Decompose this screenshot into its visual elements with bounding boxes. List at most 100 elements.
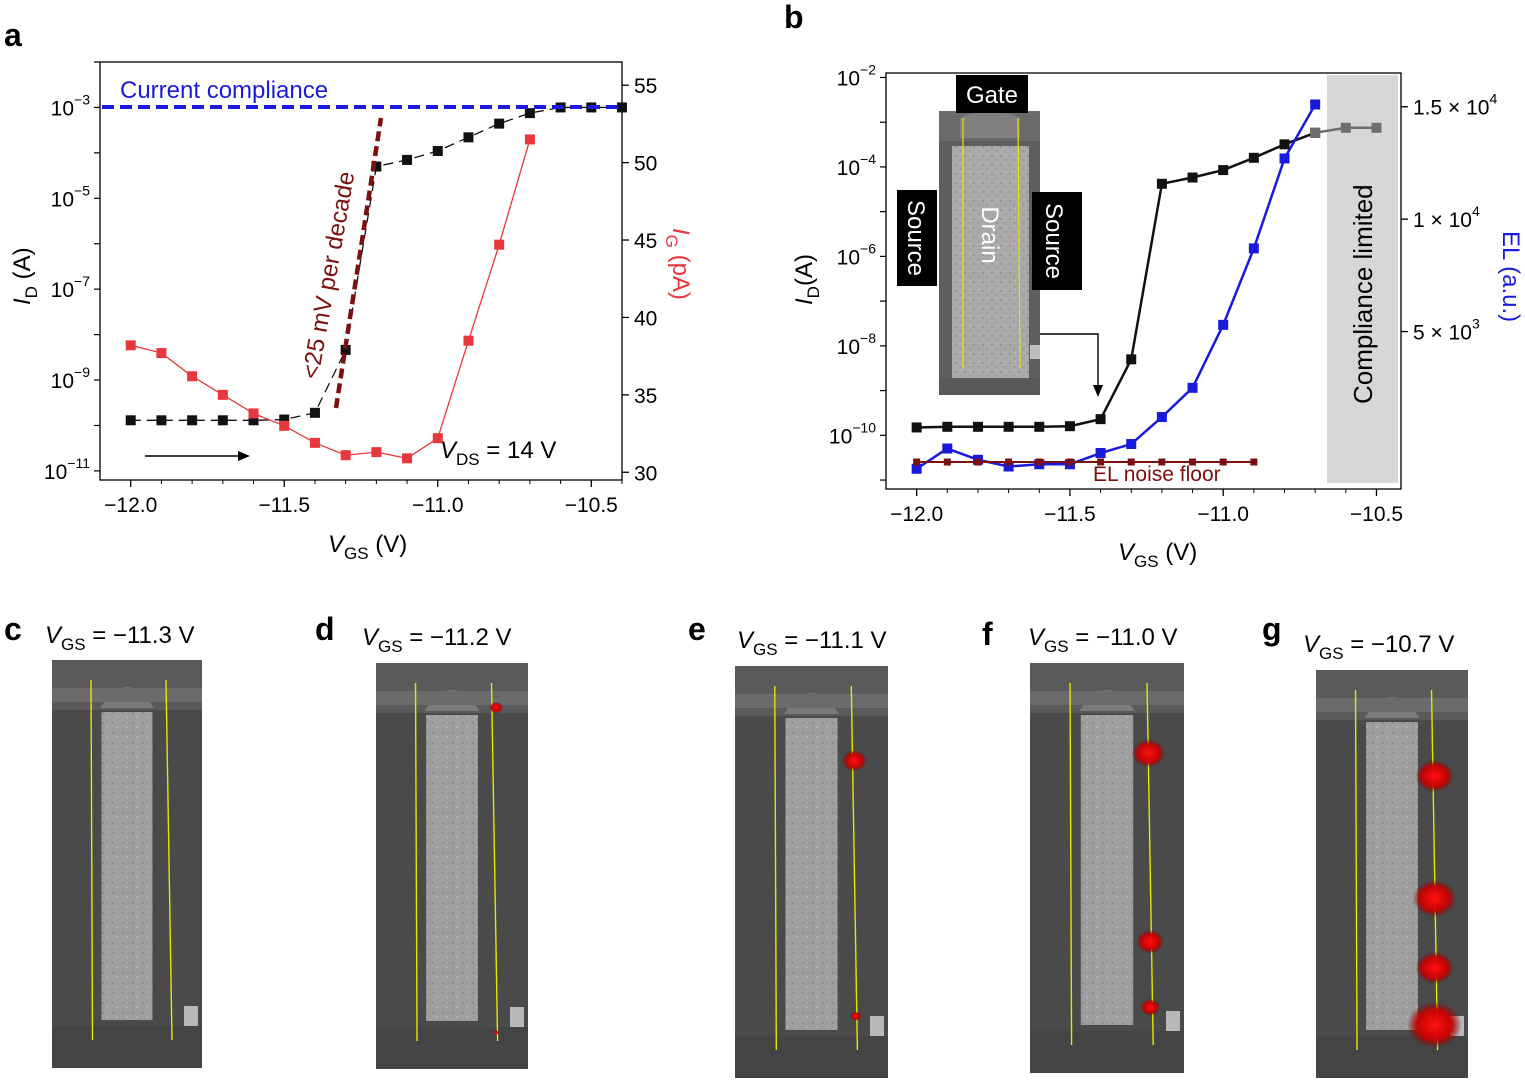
- channel-edge-right: [165, 679, 173, 1041]
- b-data-point: [1340, 122, 1351, 133]
- panel-letter-c: c: [4, 611, 22, 647]
- panel-a-chart: a −12.0 −11.5 −11.0 −10.5 10−11 10−9 10−7 10−5 1…: [4, 17, 694, 563]
- panel-a-y-right-label: IG (pA): [662, 228, 694, 300]
- emission-hotspot: [493, 1030, 499, 1035]
- panel-b-x-axis-label: VGS (V): [1118, 539, 1197, 571]
- emission-hotspot: [1140, 999, 1160, 1016]
- a-data-point: [463, 132, 474, 143]
- bottom-contact: [1030, 1031, 1184, 1073]
- b-data-point: [1003, 461, 1014, 472]
- b-data-point: [1187, 172, 1198, 183]
- a-data-point: [524, 108, 535, 119]
- a-data-point: [617, 102, 627, 113]
- a-data-point: [402, 154, 413, 165]
- gate-band: [1316, 698, 1468, 712]
- b-data-point: [913, 458, 921, 466]
- b-data-point: [1095, 414, 1106, 425]
- channel-edge-right: [1430, 689, 1439, 1051]
- emission-hotspot: [1131, 739, 1166, 768]
- channel-edge-right: [850, 685, 859, 1051]
- a-data-point: [125, 415, 136, 426]
- b-data-point: [911, 422, 922, 433]
- panel-d-vgs-label: VGS = −11.2 V: [362, 624, 512, 656]
- b-data-point: [1095, 448, 1106, 459]
- emission-hotspot: [1415, 759, 1454, 793]
- emission-hotspot: [1407, 1001, 1462, 1049]
- a-data-point: [156, 348, 167, 359]
- a-x-tick-label: −10.5: [565, 494, 618, 517]
- panel-a-ticks: −12.0 −11.5 −11.0 −10.5 10−11 10−9 10−7 10−5 10−…: [44, 61, 657, 517]
- a-y-right-tick-label: 35: [634, 385, 657, 408]
- panel-e: e VGS = −11.1 V: [688, 611, 888, 1078]
- compliance-limited-label: Compliance limited: [1348, 184, 1378, 404]
- sweep-direction-arrowhead: [238, 451, 250, 461]
- a-x-tick-label: −12.0: [104, 494, 157, 517]
- b-data-point: [1187, 382, 1198, 393]
- panel-a-plot-frame: [99, 61, 623, 481]
- probe-mark: [1166, 1011, 1180, 1031]
- a-series-line: [130, 139, 531, 460]
- panel-d-emission-image: [376, 663, 528, 1069]
- panel-letter-g: g: [1262, 611, 1282, 647]
- emission-hotspot: [850, 1011, 862, 1021]
- panel-b-y-right-label: EL (a.u.): [1497, 231, 1524, 322]
- b-y-left-tick-label: 10−8: [837, 330, 877, 359]
- panel-c-emission-image: [52, 660, 202, 1068]
- emission-hotspot: [1412, 879, 1457, 918]
- slope-annotation: <25 mV per decade: [297, 169, 360, 381]
- b-x-tick-label: −11.5: [1044, 503, 1096, 526]
- panel-f: f VGS = −11.0 V: [982, 616, 1184, 1073]
- b-data-point: [1189, 458, 1197, 466]
- b-data-point: [1218, 319, 1229, 330]
- panel-a-y-left-label: ID (A): [9, 247, 41, 305]
- b-data-point: [1310, 99, 1321, 110]
- drain-channel: [785, 718, 838, 1030]
- b-data-point: [1126, 439, 1137, 450]
- a-y-left-tick-label: 10−9: [51, 364, 91, 393]
- a-data-point: [494, 239, 505, 250]
- panel-f-emission-image: [1030, 663, 1184, 1073]
- panel-b-plot-frame: [885, 72, 1402, 490]
- b-y-left-tick-label: 10−2: [837, 61, 877, 90]
- b-x-tick-label: −11.0: [1197, 503, 1249, 526]
- a-y-left-tick-label: 10−7: [51, 273, 91, 302]
- a-data-point: [402, 453, 413, 464]
- a-y-right-tick-label: 30: [634, 462, 657, 485]
- b-x-tick-label: −12.0: [890, 503, 943, 526]
- b-series-line: [916, 131, 1316, 429]
- gate-label-box: [956, 75, 1028, 113]
- source-left-label-box: [897, 190, 937, 286]
- b-data-point: [1126, 354, 1137, 365]
- b-data-point: [1248, 152, 1259, 163]
- b-x-tick-label: −10.5: [1350, 503, 1403, 526]
- panel-e-vgs-label: VGS = −11.1 V: [737, 627, 887, 659]
- source-right-label: Source: [1040, 203, 1067, 279]
- a-data-point: [125, 340, 136, 351]
- b-series-line: [915, 103, 1317, 470]
- b-data-point: [1003, 421, 1014, 432]
- a-data-point: [156, 415, 167, 426]
- a-data-point: [432, 433, 443, 444]
- a-y-right-tick-label: 55: [634, 75, 657, 98]
- a-data-point: [524, 134, 535, 145]
- b-data-point: [1310, 127, 1321, 138]
- b-data-point: [942, 443, 953, 454]
- bottom-contact: [735, 1036, 888, 1078]
- b-data-point: [972, 421, 983, 432]
- channel-edge-right: [490, 682, 499, 1042]
- emission-hotspot: [489, 701, 503, 714]
- panel-a-x-axis-label: VGS (V): [328, 531, 407, 563]
- a-y-right-tick-label: 50: [634, 153, 657, 176]
- a-y-left-tick-label: 10−5: [51, 182, 91, 211]
- probe-mark: [184, 1006, 198, 1026]
- channel-edge-left: [1354, 689, 1358, 1051]
- b-y-right-tick-label: 1.5 × 104: [1413, 91, 1497, 120]
- a-data-point: [309, 407, 320, 418]
- b-data-point: [1066, 458, 1074, 466]
- a-y-left-tick-label: 10−11: [44, 455, 90, 484]
- b-data-point: [1064, 421, 1075, 432]
- inset-pointer-arrowhead: [1093, 385, 1103, 397]
- panel-e-emission-image: [735, 666, 888, 1078]
- b-data-point: [1279, 153, 1290, 164]
- a-y-left-tick-label: 10−3: [51, 91, 91, 120]
